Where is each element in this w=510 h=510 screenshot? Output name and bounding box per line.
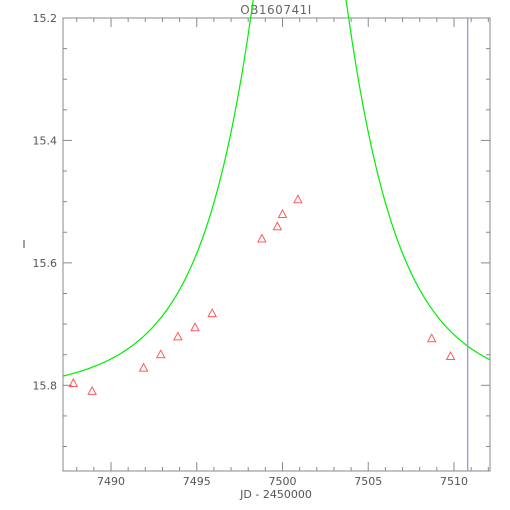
data-point: [257, 233, 267, 243]
model-curve-path: [62, 0, 491, 377]
data-point: [190, 322, 200, 332]
y-tick-label: 15.2: [33, 12, 58, 25]
data-point: [272, 221, 283, 231]
x-axis-label: JD - 2450000: [239, 488, 312, 501]
x-tick-label: 7495: [183, 475, 211, 488]
y-tick-label: 15.8: [33, 379, 58, 392]
data-point: [293, 194, 303, 204]
data-point: [87, 385, 97, 395]
data-point: [68, 377, 79, 387]
data-point: [207, 308, 218, 318]
data-point: [426, 333, 437, 343]
plot-frame: [62, 17, 491, 472]
data-points: [68, 194, 456, 395]
x-tick-label: 7505: [354, 475, 382, 488]
y-tick-label: 15.6: [33, 257, 58, 270]
model-curve: [62, 0, 491, 377]
chart-title: OB160741I: [240, 3, 312, 17]
data-point: [138, 362, 149, 372]
data-point: [173, 331, 183, 341]
axis-ticks: 7490 7495 7500 7505 7510 15.2 15.4 15.6 15.8: [33, 12, 490, 488]
x-tick-label: 7490: [97, 475, 125, 488]
x-tick-label: 7510: [440, 475, 468, 488]
y-tick-label: 15.4: [33, 134, 58, 147]
data-point: [155, 349, 166, 359]
y-axis-label: I: [22, 238, 25, 251]
data-point: [277, 208, 288, 219]
data-point: [445, 350, 456, 361]
x-tick-label: 7500: [269, 475, 297, 488]
